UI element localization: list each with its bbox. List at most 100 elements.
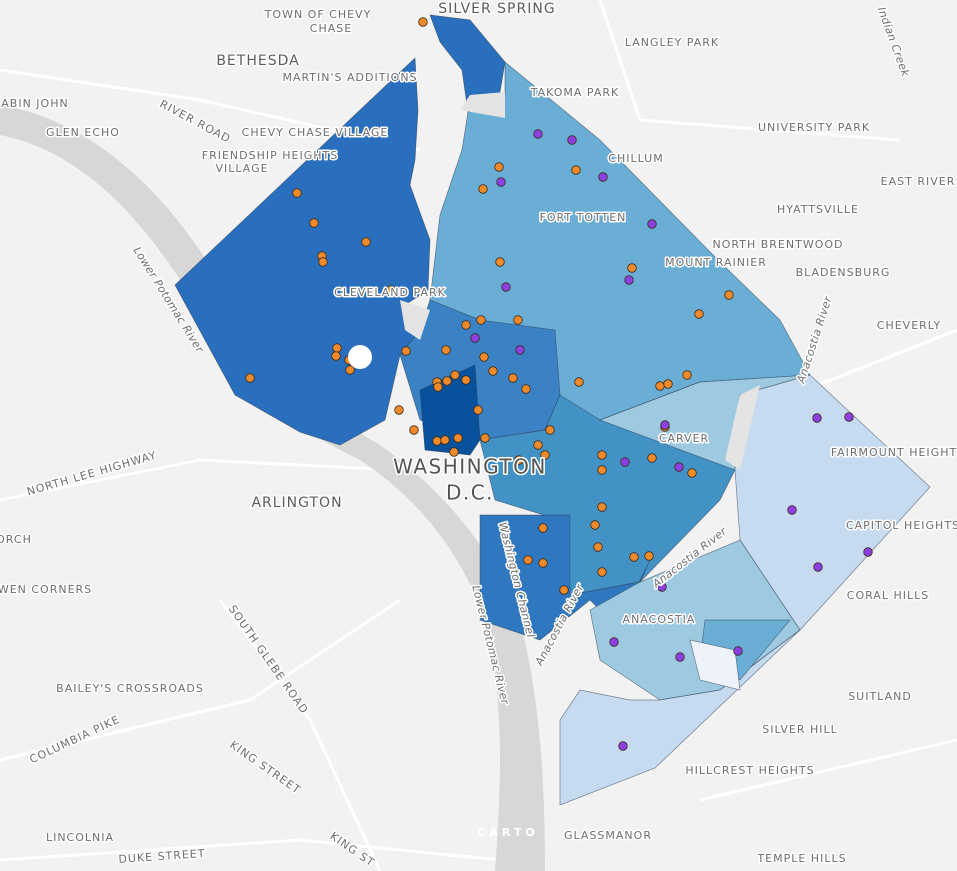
purple-marker <box>812 413 822 423</box>
orange-marker <box>440 435 450 445</box>
orange-marker <box>461 375 471 385</box>
orange-marker <box>433 382 443 392</box>
road <box>699 738 957 802</box>
place-label: BLADENSBURG <box>796 266 891 279</box>
orange-marker <box>450 370 460 380</box>
purple-marker <box>470 333 480 343</box>
white-marker <box>348 345 372 369</box>
place-label: ABIN JOHN <box>1 97 68 110</box>
purple-marker <box>567 135 577 145</box>
orange-marker <box>453 433 463 443</box>
orange-marker <box>559 585 569 595</box>
orange-marker <box>593 542 603 552</box>
district <box>689 639 741 691</box>
city-label: D.C. <box>446 481 494 505</box>
orange-marker <box>441 345 451 355</box>
orange-marker <box>495 257 505 267</box>
purple-marker <box>863 547 873 557</box>
orange-marker <box>523 555 533 565</box>
orange-marker <box>245 373 255 383</box>
place-label: VILLAGE <box>215 162 268 175</box>
orange-marker <box>331 351 341 361</box>
city-label: WASHINGTON <box>393 455 547 479</box>
orange-marker <box>655 381 665 391</box>
purple-marker <box>598 172 608 182</box>
purple-marker <box>515 345 525 355</box>
place-label: HILLCREST HEIGHTS <box>685 764 814 777</box>
road <box>0 838 501 862</box>
orange-marker <box>627 263 637 273</box>
orange-marker <box>318 257 328 267</box>
orange-marker <box>508 373 518 383</box>
orange-marker <box>647 453 657 463</box>
place-label: TEMPLE HILLS <box>756 852 846 865</box>
orange-marker <box>361 237 371 247</box>
place-label: ARLINGTON <box>251 495 342 511</box>
orange-marker <box>494 162 504 172</box>
place-label: GLASSMANOR <box>564 829 652 842</box>
orange-marker <box>480 433 490 443</box>
orange-marker <box>521 384 531 394</box>
orange-marker <box>394 405 404 415</box>
orange-marker <box>629 552 639 562</box>
attribution: CARTO <box>477 826 538 839</box>
place-label: CHASE <box>310 22 352 35</box>
place-label: CHILLUM <box>608 152 663 165</box>
orange-marker <box>418 17 428 27</box>
orange-marker <box>409 425 419 435</box>
orange-marker <box>682 370 692 380</box>
orange-marker <box>478 184 488 194</box>
orange-marker <box>574 377 584 387</box>
purple-marker <box>844 412 854 422</box>
place-label: MOUNT RAINIER <box>665 256 767 269</box>
place-label: BAILEY'S CROSSROADS <box>56 682 204 695</box>
orange-marker <box>514 455 524 465</box>
place-label: EAST RIVER <box>881 175 956 188</box>
place-label: SILVER HILL <box>762 723 838 736</box>
orange-marker <box>488 366 498 376</box>
place-label: CORAL HILLS <box>847 589 929 602</box>
purple-marker <box>618 741 628 751</box>
road <box>218 599 382 871</box>
road <box>0 458 401 502</box>
place-label: CAPITOL HEIGHTS <box>846 519 957 532</box>
markers <box>245 17 873 751</box>
orange-marker <box>687 468 697 478</box>
road <box>598 0 901 142</box>
orange-marker <box>540 450 550 460</box>
orange-marker <box>473 405 483 415</box>
orange-marker <box>694 309 704 319</box>
place-label: ANACOSTIA <box>623 613 696 626</box>
orange-marker <box>386 285 396 295</box>
purple-marker <box>813 562 823 572</box>
purple-marker <box>674 462 684 472</box>
orange-marker <box>644 551 654 561</box>
orange-marker <box>513 315 523 325</box>
purple-marker <box>624 275 634 285</box>
place-label: CLEVELAND PARK <box>334 286 446 299</box>
purple-marker <box>660 420 670 430</box>
orange-marker <box>401 346 411 356</box>
place-label: NORTH BRENTWOOD <box>713 238 844 251</box>
purple-marker <box>496 177 506 187</box>
orange-marker <box>292 188 302 198</box>
orange-marker <box>442 376 452 386</box>
purple-marker <box>501 282 511 292</box>
orange-marker <box>538 558 548 568</box>
purple-marker <box>609 637 619 647</box>
place-label: FRIENDSHIP HEIGHTS <box>202 149 338 162</box>
purple-marker <box>787 505 797 515</box>
place-label: ORCH <box>0 533 32 546</box>
orange-marker <box>332 343 342 353</box>
orange-marker <box>449 447 459 457</box>
purple-marker <box>675 652 685 662</box>
districts <box>174 14 931 806</box>
purple-marker <box>620 457 630 467</box>
place-label: FORT TOTTEN <box>540 211 627 224</box>
place-label: CHEVY CHASE VILLAGE <box>242 126 389 139</box>
place-label: GLEN ECHO <box>46 126 120 139</box>
orange-marker <box>724 290 734 300</box>
place-label: FAIRMOUNT HEIGHTS <box>831 446 957 459</box>
